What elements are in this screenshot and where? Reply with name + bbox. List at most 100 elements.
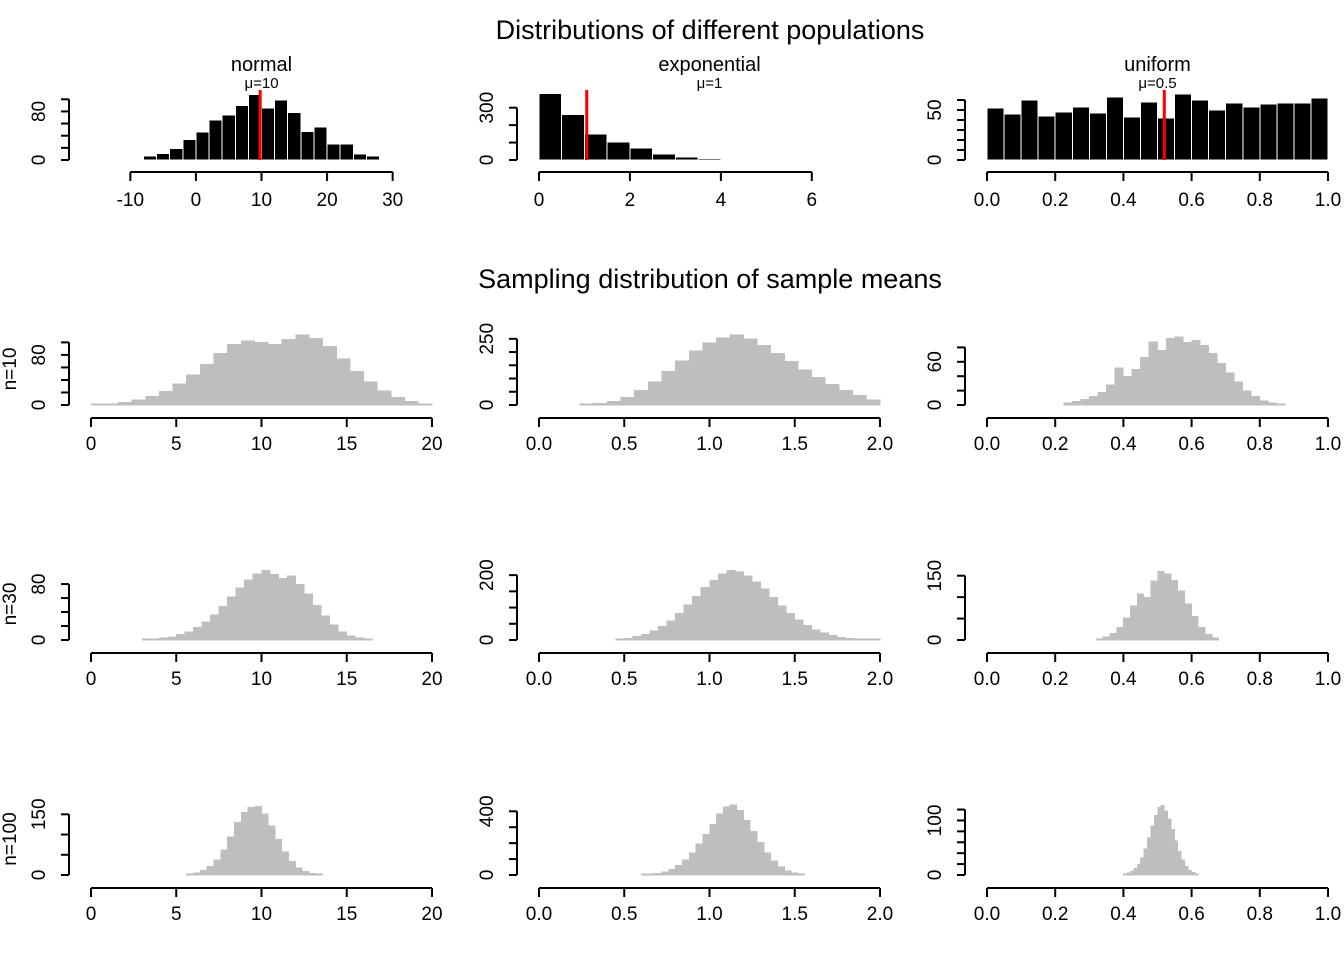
panel-subtitle: μ=0.5: [1138, 75, 1176, 92]
n10-row: 0 5 10 15 20 0 80 n=10 0.0 0.5 1.0 1.5 2.0 0 250 0.0 0…: [0, 310, 1344, 545]
hist-n30-exponential: 0.0 0.5 1.0 1.5 2.0 0 200: [448, 545, 896, 780]
x-axis: [129, 171, 394, 181]
y-tick-label: 250: [477, 323, 498, 355]
x-tick-label: 20: [421, 904, 442, 925]
y-tick-label: 60: [925, 351, 946, 372]
x-tick-label: 30: [382, 190, 403, 211]
x-axis: [90, 417, 433, 427]
y-axis: [509, 574, 518, 641]
x-tick-label: 0: [86, 904, 97, 925]
hist-svg-n10-exponential: 0.0 0.5 1.0 1.5 2.0 0 250: [477, 323, 893, 455]
bars: [1063, 336, 1286, 406]
y-axis: [509, 810, 518, 876]
y-tick-label: 80: [29, 344, 50, 365]
x-tick-label: 0.5: [611, 434, 637, 455]
y-tick-label: 0: [925, 155, 946, 166]
hist-n10-uniform: 0.0 0.2 0.4 0.6 0.8 1.0 0 60: [896, 310, 1344, 545]
hist-svg-n30-uniform: 0.0 0.2 0.4 0.6 0.8 1.0 0 150: [925, 560, 1341, 690]
x-tick-label: 0.6: [1178, 904, 1204, 925]
x-tick-label: 0.0: [526, 434, 552, 455]
n30-row: 0 5 10 15 20 0 80 n=30 0.0 0.5 1.0 1.5 2.0 0 200 0.0 0…: [0, 545, 1344, 780]
x-tick-label: 0.2: [1042, 190, 1068, 211]
hist-svg-n30-normal: 0 5 10 15 20 0 80 n=30: [0, 569, 443, 690]
x-tick-label: 0.0: [974, 669, 1000, 690]
x-tick-label: 0.6: [1178, 669, 1204, 690]
x-tick-label: 0.4: [1110, 904, 1137, 925]
y-axis: [957, 346, 966, 406]
hist-svg-n100-uniform: 0.0 0.2 0.4 0.6 0.8 1.0 0 100: [925, 805, 1341, 925]
x-axis: [90, 887, 433, 897]
sampling-title: Sampling distribution of sample means: [478, 264, 942, 294]
panel-subtitle: μ=10: [244, 75, 278, 92]
hist-n10-exponential: 0.0 0.5 1.0 1.5 2.0 0 250: [448, 310, 896, 545]
y-tick-label: 50: [925, 99, 946, 120]
x-tick-label: 1.5: [782, 669, 808, 690]
y-tick-label: 0: [29, 155, 50, 166]
x-tick-label: 0.8: [1247, 190, 1273, 211]
x-tick-label: 1.0: [696, 904, 722, 925]
x-tick-label: 1.5: [782, 904, 808, 925]
x-tick-label: 20: [421, 434, 442, 455]
y-tick-label: 300: [477, 92, 498, 124]
hist-svg-n100-exponential: 0.0 0.5 1.0 1.5 2.0 0 400: [477, 795, 893, 925]
x-tick-label: 0.0: [974, 904, 1000, 925]
hist-n10-normal: 0 5 10 15 20 0 80 n=10: [0, 310, 448, 545]
x-tick-label: 1.0: [1315, 904, 1341, 925]
x-tick-label: 1.0: [1315, 190, 1341, 211]
hist-svg-n100-normal: 0 5 10 15 20 0 150 n=100: [0, 798, 443, 925]
y-axis: [957, 574, 966, 641]
x-tick-label: 5: [171, 669, 182, 690]
x-tick-label: 0.8: [1247, 434, 1273, 455]
hist-n100-uniform: 0.0 0.2 0.4 0.6 0.8 1.0 0 100: [896, 780, 1344, 960]
x-tick-label: 0.0: [526, 669, 552, 690]
x-tick-label: 10: [251, 669, 272, 690]
y-tick-label: 0: [29, 635, 50, 646]
y-tick-label: 0: [29, 400, 50, 411]
x-axis: [986, 652, 1329, 662]
x-axis: [986, 887, 1329, 897]
x-tick-label: 1.0: [1315, 669, 1341, 690]
bars: [142, 93, 381, 161]
x-tick-label: 1.5: [782, 434, 808, 455]
y-tick-label: 80: [29, 101, 50, 122]
hist-svg-n10-uniform: 0.0 0.2 0.4 0.6 0.8 1.0 0 60: [925, 336, 1341, 455]
bars: [538, 93, 813, 161]
bars: [1095, 571, 1220, 641]
x-tick-label: 0.6: [1178, 190, 1204, 211]
x-tick-label: 0: [534, 190, 545, 211]
x-tick-label: 1.0: [696, 669, 722, 690]
x-tick-label: -10: [117, 190, 144, 211]
y-tick-label: 0: [477, 155, 498, 166]
panel-title: uniform: [1124, 55, 1191, 76]
row-label: n=100: [0, 812, 21, 865]
x-axis: [538, 417, 881, 427]
x-tick-label: 5: [171, 904, 182, 925]
populations-title: Distributions of different populations: [495, 15, 925, 45]
x-tick-label: 1.0: [1315, 434, 1341, 455]
panel-title: normal: [231, 55, 292, 76]
bars: [641, 804, 806, 876]
y-axis: [61, 341, 70, 406]
x-tick-label: 2.0: [867, 434, 893, 455]
x-tick-label: 2.0: [867, 669, 893, 690]
y-axis: [61, 98, 70, 161]
x-tick-label: 15: [336, 904, 357, 925]
hist-population-uniform: 0.0 0.2 0.4 0.6 0.8 1.0 0 50 uniform μ=0.5: [896, 54, 1344, 225]
y-tick-label: 0: [477, 870, 498, 881]
bars: [141, 569, 373, 641]
panel-title: exponential: [658, 55, 760, 76]
x-tick-label: 0.2: [1042, 434, 1068, 455]
hist-n30-normal: 0 5 10 15 20 0 80 n=30: [0, 545, 448, 780]
hist-population-normal: -10 0 10 20 30 0 80 normal μ=10: [0, 54, 448, 225]
y-axis: [61, 583, 70, 641]
x-tick-label: 0.2: [1042, 669, 1068, 690]
hist-n100-exponential: 0.0 0.5 1.0 1.5 2.0 0 400: [448, 780, 896, 960]
population-row: -10 0 10 20 30 0 80 normal μ=10 0 2 4 6 0 300 exponent…: [0, 54, 1344, 225]
x-tick-label: 0.4: [1110, 190, 1137, 211]
y-axis: [509, 337, 518, 406]
x-tick-label: 1.0: [696, 434, 722, 455]
x-axis: [90, 652, 433, 662]
